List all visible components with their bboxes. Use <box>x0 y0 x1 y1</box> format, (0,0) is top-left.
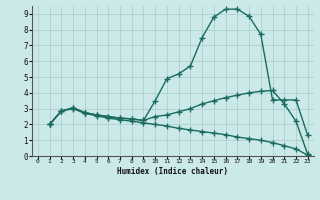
X-axis label: Humidex (Indice chaleur): Humidex (Indice chaleur) <box>117 167 228 176</box>
